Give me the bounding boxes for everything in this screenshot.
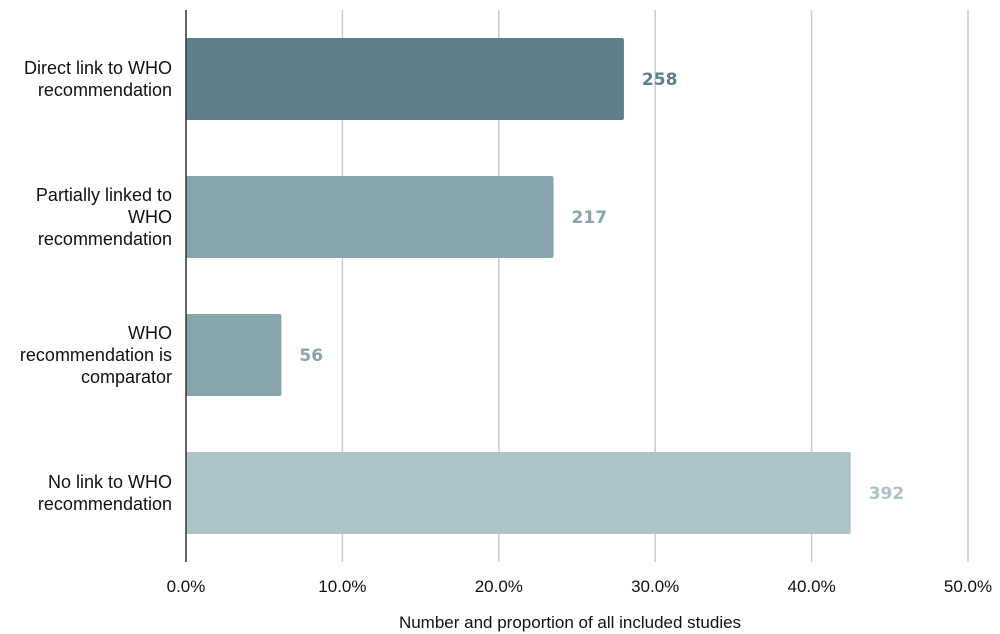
category-label-line: WHO bbox=[128, 323, 172, 343]
category-label-line: WHO bbox=[128, 207, 172, 227]
category-label: Direct link to WHO recommendation bbox=[24, 58, 172, 100]
data-label: 217 bbox=[572, 208, 608, 228]
category-label-line: comparator bbox=[81, 367, 172, 387]
category-label-line: recommendation bbox=[38, 80, 172, 100]
x-tick-label: 10.0% bbox=[318, 577, 366, 596]
bar bbox=[186, 176, 554, 258]
category-label-line: No link to WHO bbox=[48, 472, 172, 492]
x-axis-title: Number and proportion of all included st… bbox=[399, 613, 741, 632]
data-label: 392 bbox=[869, 484, 905, 504]
category-label-line: Partially linked to bbox=[36, 185, 172, 205]
category-label: WHO recommendation is comparator bbox=[20, 323, 172, 387]
category-label-line: Direct link to WHO bbox=[24, 58, 172, 78]
x-tick-label: 0.0% bbox=[167, 577, 206, 596]
x-tick-labels: 0.0% 10.0% 20.0% 30.0% 40.0% 50.0% bbox=[167, 577, 992, 596]
category-label-line: recommendation bbox=[38, 494, 172, 514]
x-tick-label: 40.0% bbox=[787, 577, 835, 596]
category-label: Partially linked to WHO recommendation bbox=[36, 185, 172, 249]
x-tick-label: 30.0% bbox=[631, 577, 679, 596]
data-label: 258 bbox=[642, 70, 678, 90]
bar bbox=[186, 38, 624, 120]
bars: 258 217 56 392 bbox=[186, 38, 904, 534]
bar bbox=[186, 452, 851, 534]
x-tick-label: 20.0% bbox=[475, 577, 523, 596]
category-label-line: recommendation is bbox=[20, 345, 172, 365]
category-labels: Direct link to WHO recommendationPartiall… bbox=[20, 58, 172, 514]
bar bbox=[186, 314, 282, 396]
category-label: No link to WHO recommendation bbox=[38, 472, 172, 514]
x-tick-label: 50.0% bbox=[944, 577, 992, 596]
category-label-line: recommendation bbox=[38, 229, 172, 249]
data-label: 56 bbox=[299, 346, 323, 366]
